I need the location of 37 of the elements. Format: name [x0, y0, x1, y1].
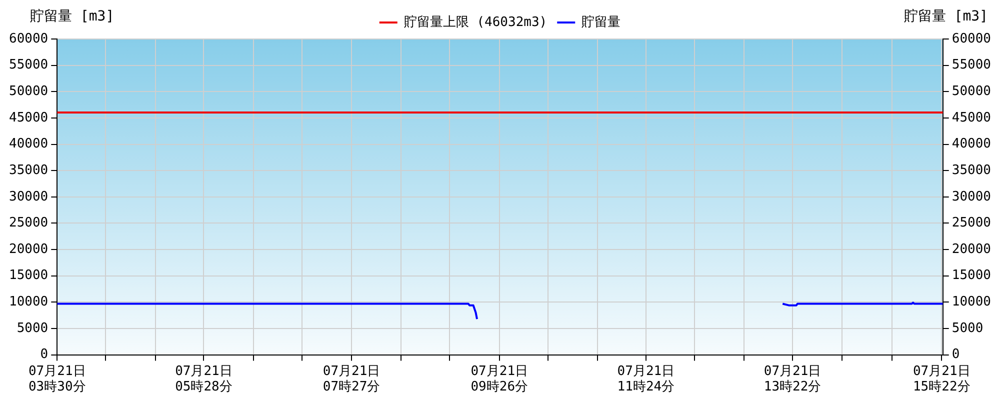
x-tick-label: 07月21日 13時22分	[764, 364, 822, 395]
y-tick-label: 50000	[8, 84, 48, 100]
y-tick-label: 40000	[8, 136, 48, 152]
x-tick-label: 07月21日 09時26分	[470, 364, 528, 395]
y-tick-label: 5000	[16, 320, 48, 336]
y2-tick-label: 30000	[952, 189, 992, 204]
y2-tick-label: 25000	[952, 216, 992, 231]
legend-label: 貯留量	[582, 14, 621, 30]
y2-tick-label: 20000	[952, 242, 992, 257]
x-tick-label: 07月21日 03時30分	[28, 364, 86, 395]
x-tick-label: 07月21日 05時28分	[175, 364, 232, 395]
y-tick-label: 20000	[8, 242, 48, 257]
y-tick-label: 35000	[8, 162, 48, 178]
y-tick-label: 10000	[8, 294, 48, 310]
y-tick-label: 60000	[8, 31, 48, 46]
y-tick-label: 0	[40, 347, 48, 362]
y2-tick-label: 45000	[952, 110, 992, 126]
y2-axis-title: 貯留量 [m3]	[904, 8, 988, 25]
y2-tick-label: 50000	[952, 84, 992, 100]
y2-tick-label: 15000	[952, 268, 992, 284]
legend-label: 貯留量上限 (46032m3)	[404, 14, 548, 30]
y-tick-label: 55000	[8, 58, 48, 73]
y2-tick-label: 40000	[952, 136, 992, 152]
y2-tick-label: 55000	[952, 58, 992, 73]
y2-tick-label: 10000	[952, 294, 992, 310]
y2-tick-label: 5000	[952, 320, 984, 336]
y2-tick-label: 0	[952, 347, 960, 362]
x-tick-label: 07月21日 07時27分	[322, 364, 380, 395]
y-axis-title: 貯留量 [m3]	[30, 8, 114, 25]
y2-tick-label: 60000	[952, 31, 992, 46]
y2-tick-label: 35000	[952, 162, 992, 178]
y-tick-label: 45000	[8, 110, 48, 126]
y-tick-label: 25000	[8, 216, 48, 231]
x-tick-label: 07月21日 11時24分	[617, 364, 675, 395]
y-tick-label: 15000	[8, 268, 48, 284]
y-tick-label: 30000	[8, 189, 48, 204]
x-tick-label: 07月21日 15時22分	[912, 364, 970, 395]
